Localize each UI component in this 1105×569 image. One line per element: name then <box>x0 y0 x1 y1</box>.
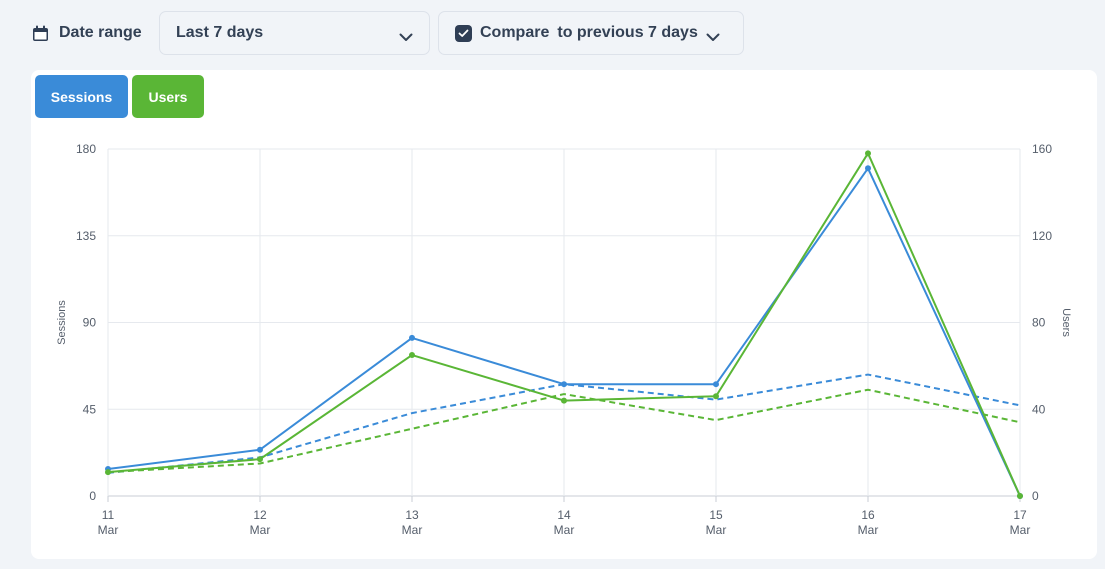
data-point-sessions <box>713 381 719 388</box>
x-tick-label: 14 <box>557 508 571 522</box>
y-left-tick-label: 135 <box>76 229 96 243</box>
checkbox-checked-icon[interactable] <box>455 24 472 42</box>
y-left-tick-label: 45 <box>83 402 97 416</box>
calendar-icon <box>32 25 49 42</box>
data-point-sessions <box>257 446 263 453</box>
data-point-sessions <box>865 165 871 172</box>
x-tick-label: 12 <box>253 508 267 522</box>
chevron-down-icon <box>706 29 720 41</box>
x-tick-label: 16 <box>861 508 875 522</box>
y-left-axis-title: Sessions <box>56 300 68 345</box>
tab-users[interactable]: Users <box>132 75 204 118</box>
x-tick-label: 13 <box>405 508 419 522</box>
y-right-tick-label: 40 <box>1032 402 1046 416</box>
data-point-users <box>865 150 871 157</box>
data-point-users <box>409 352 415 359</box>
x-tick-label: Mar <box>706 523 727 537</box>
y-left-tick-label: 0 <box>89 489 96 503</box>
data-point-sessions <box>409 334 415 341</box>
data-point-users <box>1017 493 1023 499</box>
chart-card: Sessions Users 0 0 45 40 90 80 135 120 180 160 11 M… <box>31 70 1097 559</box>
y-right-tick-label: 120 <box>1032 229 1052 243</box>
toolbar: Date range Last 7 days Compare to previo… <box>0 0 1105 66</box>
y-left-tick-label: 90 <box>83 316 97 330</box>
tab-sessions[interactable]: Sessions <box>35 75 128 118</box>
series-line-users-dashed <box>107 388 1021 474</box>
data-point-sessions <box>561 381 567 388</box>
x-tick-label: Mar <box>858 523 879 537</box>
data-point-users <box>105 469 111 476</box>
data-point-users <box>713 393 719 400</box>
y-right-tick-label: 80 <box>1032 316 1046 330</box>
x-tick-label: 11 <box>102 508 115 522</box>
y-left-tick-label: 180 <box>76 142 96 156</box>
y-right-tick-label: 160 <box>1032 142 1052 156</box>
compare-select[interactable]: Compare to previous 7 days <box>438 11 744 55</box>
x-tick-label: Mar <box>98 523 119 537</box>
chevron-down-icon <box>399 29 413 41</box>
compare-label: Compare <box>480 24 550 41</box>
y-right-tick-label: 0 <box>1032 489 1039 503</box>
x-tick-label: 17 <box>1013 508 1027 522</box>
x-tick-label: Mar <box>250 523 271 537</box>
x-tick-label: Mar <box>1010 523 1031 537</box>
date-range-select[interactable]: Last 7 days <box>159 11 430 55</box>
date-range-value: Last 7 days <box>176 24 264 41</box>
date-range-label-text: Date range <box>59 24 142 41</box>
data-point-users <box>257 456 263 463</box>
compare-value: to previous 7 days <box>557 24 698 41</box>
x-tick-label: Mar <box>554 523 575 537</box>
data-point-users <box>561 397 567 404</box>
x-tick-label: Mar <box>402 523 423 537</box>
date-range-label: Date range <box>32 20 142 46</box>
x-tick-label: 15 <box>709 508 723 522</box>
y-right-axis-title: Users <box>1060 308 1072 337</box>
